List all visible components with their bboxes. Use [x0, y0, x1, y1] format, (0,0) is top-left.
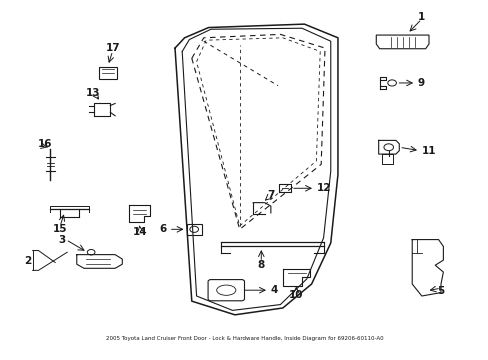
Circle shape	[87, 249, 95, 255]
Polygon shape	[375, 35, 428, 49]
Text: 15: 15	[53, 224, 67, 234]
Circle shape	[189, 226, 198, 233]
Text: 12: 12	[316, 183, 330, 193]
Text: 9: 9	[416, 78, 423, 88]
Text: 10: 10	[288, 290, 303, 300]
Text: 11: 11	[421, 146, 435, 156]
Text: 8: 8	[257, 260, 264, 270]
Circle shape	[383, 144, 393, 151]
Text: 2: 2	[24, 256, 31, 266]
Text: 2005 Toyota Land Cruiser Front Door - Lock & Hardware Handle, Inside Diagram for: 2005 Toyota Land Cruiser Front Door - Lo…	[105, 336, 383, 341]
Text: 1: 1	[417, 12, 425, 22]
Text: 13: 13	[86, 87, 101, 98]
Text: 6: 6	[159, 224, 166, 234]
Ellipse shape	[216, 285, 235, 295]
Bar	[186, 224, 202, 235]
FancyBboxPatch shape	[208, 280, 244, 301]
Text: 17: 17	[105, 43, 120, 53]
Text: 7: 7	[266, 190, 274, 200]
Text: 3: 3	[59, 235, 66, 244]
Text: 14: 14	[132, 227, 147, 237]
Text: 4: 4	[270, 285, 278, 295]
Text: 16: 16	[38, 139, 52, 149]
Text: 5: 5	[436, 286, 444, 296]
Bar	[99, 67, 116, 79]
Circle shape	[387, 80, 396, 86]
